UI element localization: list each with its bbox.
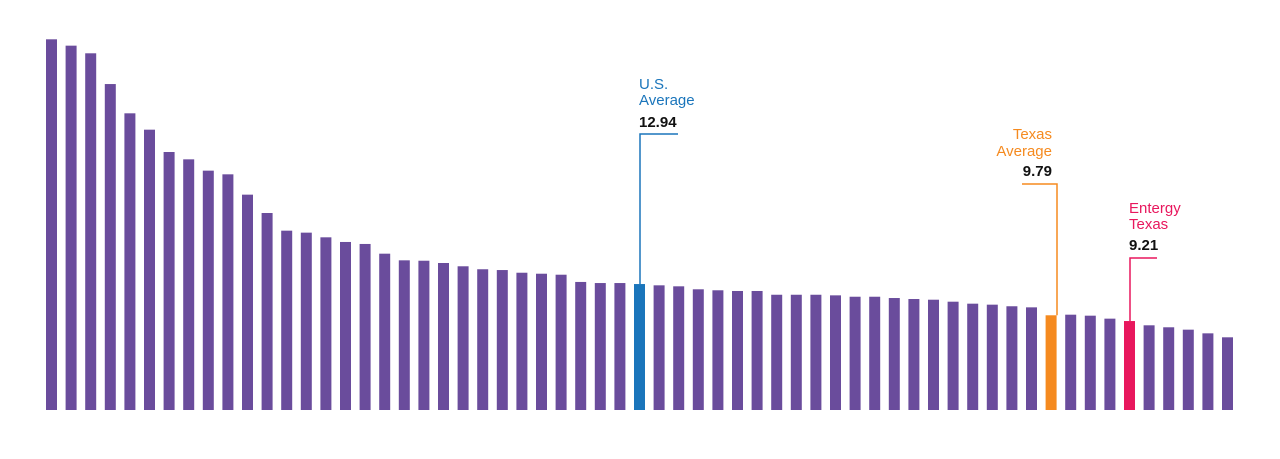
entergy-texas-leader-line xyxy=(1129,257,1157,322)
bar xyxy=(712,290,724,410)
bar xyxy=(1026,307,1037,410)
bar xyxy=(555,274,567,410)
us-average-leader-line xyxy=(639,133,678,285)
bar xyxy=(751,290,763,410)
bar xyxy=(340,241,351,410)
us-average-label-line2: Average xyxy=(639,92,695,109)
bar xyxy=(594,283,606,410)
entergy-texas-value: 9.21 xyxy=(1129,237,1158,254)
bar xyxy=(869,296,881,410)
bar xyxy=(477,269,489,410)
bar xyxy=(849,296,861,410)
highlight-bar xyxy=(1124,321,1135,410)
bar xyxy=(144,129,155,410)
bar xyxy=(771,294,783,410)
bar xyxy=(438,263,449,410)
bar xyxy=(1222,337,1233,410)
bar xyxy=(1065,314,1077,410)
bar xyxy=(163,152,175,410)
bar xyxy=(790,294,802,410)
bar xyxy=(692,289,704,410)
bar xyxy=(810,294,822,410)
bar xyxy=(124,113,136,410)
bar xyxy=(46,39,57,410)
bar xyxy=(457,266,469,410)
us-average-value: 12.94 xyxy=(639,114,677,131)
bar xyxy=(673,286,685,410)
bar xyxy=(536,273,547,410)
bar xyxy=(1104,318,1116,410)
bar xyxy=(418,260,430,410)
bar xyxy=(320,237,332,410)
bar xyxy=(575,281,587,410)
texas-average-value: 9.79 xyxy=(1023,163,1052,180)
entergy-texas-callout: Entergy Texas 9.21 xyxy=(1129,200,1181,322)
bar xyxy=(986,304,998,410)
bar xyxy=(242,194,253,410)
bar xyxy=(1006,306,1018,410)
bar xyxy=(1163,327,1175,410)
bar xyxy=(202,170,214,410)
texas-average-leader-line xyxy=(1022,183,1058,316)
bar xyxy=(379,253,391,410)
entergy-texas-label-line1: Entergy xyxy=(1129,200,1181,217)
bar xyxy=(732,290,743,410)
bar xyxy=(85,53,97,411)
bar xyxy=(398,260,410,410)
highlight-bar xyxy=(634,284,645,410)
bar xyxy=(359,243,371,410)
bar xyxy=(222,174,234,410)
bar xyxy=(1084,315,1096,410)
bar xyxy=(516,272,528,410)
bar xyxy=(830,295,841,410)
bar xyxy=(947,301,959,410)
bar xyxy=(928,299,939,410)
bars-group xyxy=(46,39,1233,411)
texas-average-label-line2: Average xyxy=(996,143,1052,160)
callouts-group: U.S. Average 12.94 Texas Average 9.79 En… xyxy=(639,76,1181,322)
bar xyxy=(300,232,312,410)
bar xyxy=(496,270,508,410)
bar xyxy=(281,230,293,410)
bar xyxy=(261,213,273,410)
bar xyxy=(1143,325,1155,410)
bar xyxy=(653,285,665,410)
bar xyxy=(1202,333,1214,410)
bar xyxy=(888,298,900,410)
bar xyxy=(614,283,626,410)
texas-average-callout: Texas Average 9.79 xyxy=(996,126,1058,316)
us-average-callout: U.S. Average 12.94 xyxy=(639,76,695,285)
bar xyxy=(967,303,979,410)
bar xyxy=(65,45,77,411)
highlight-bar xyxy=(1045,315,1057,410)
bar xyxy=(1182,329,1194,410)
bar xyxy=(908,299,920,410)
us-average-label-line1: U.S. xyxy=(639,76,668,93)
bar xyxy=(104,84,116,410)
texas-average-label-line1: Texas xyxy=(1013,126,1052,143)
entergy-texas-label-line2: Texas xyxy=(1129,216,1168,233)
bar xyxy=(183,159,195,410)
